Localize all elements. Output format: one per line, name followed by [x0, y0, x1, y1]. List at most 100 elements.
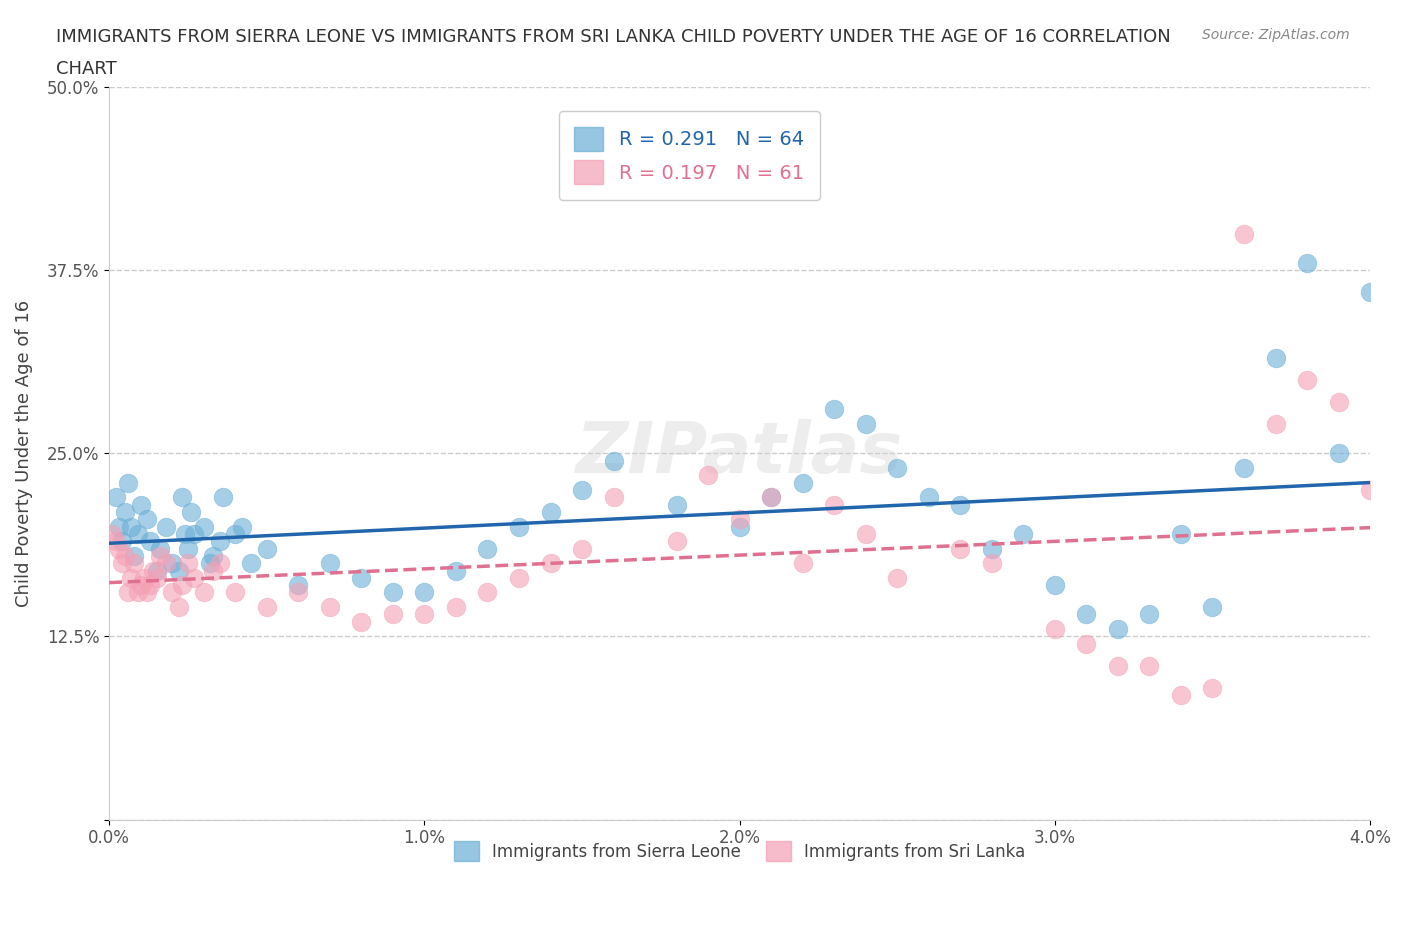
Point: [180, 504, 202, 519]
Point: [1107, 658, 1129, 673]
Point: [240, 556, 263, 571]
Point: [107, 541, 129, 556]
Point: [1107, 621, 1129, 636]
Point: [602, 453, 624, 468]
Point: [114, 504, 136, 519]
Point: [136, 585, 159, 600]
Point: [145, 570, 167, 585]
Point: [132, 570, 155, 585]
Point: [145, 563, 167, 578]
Point: [104, 534, 127, 549]
Point: [117, 475, 139, 490]
Point: [697, 468, 720, 483]
Point: [319, 600, 342, 615]
Point: [1327, 445, 1350, 460]
Point: [162, 585, 184, 600]
Point: [319, 556, 342, 571]
Point: [350, 570, 373, 585]
Point: [167, 600, 190, 615]
Point: [256, 600, 278, 615]
Point: [1043, 578, 1066, 592]
Point: [149, 541, 172, 556]
Point: [1296, 373, 1319, 388]
Point: [508, 570, 530, 585]
Point: [202, 549, 225, 564]
Point: [855, 417, 877, 432]
Point: [177, 556, 200, 571]
Text: ZIPatlas: ZIPatlas: [576, 418, 903, 488]
Point: [127, 585, 149, 600]
Point: [1012, 526, 1035, 541]
Point: [728, 519, 751, 534]
Point: [287, 578, 309, 592]
Point: [381, 607, 404, 622]
Point: [162, 556, 184, 571]
Point: [1233, 226, 1256, 241]
Point: [170, 578, 193, 592]
Point: [1170, 526, 1192, 541]
Point: [949, 498, 972, 512]
Point: [855, 526, 877, 541]
Point: [139, 534, 162, 549]
Point: [142, 563, 165, 578]
Point: [350, 615, 373, 630]
Point: [114, 549, 136, 564]
Point: [202, 563, 225, 578]
Point: [477, 585, 499, 600]
Point: [571, 483, 593, 498]
Point: [1139, 607, 1161, 622]
Point: [183, 526, 205, 541]
Point: [477, 541, 499, 556]
Point: [124, 556, 146, 571]
Point: [980, 541, 1002, 556]
Point: [508, 519, 530, 534]
Point: [224, 526, 246, 541]
Text: Source: ZipAtlas.com: Source: ZipAtlas.com: [1202, 28, 1350, 42]
Point: [540, 556, 562, 571]
Point: [177, 541, 200, 556]
Point: [124, 549, 146, 564]
Point: [155, 519, 177, 534]
Point: [886, 460, 908, 475]
Point: [665, 534, 688, 549]
Point: [256, 541, 278, 556]
Point: [918, 490, 941, 505]
Point: [1201, 600, 1223, 615]
Point: [1233, 460, 1256, 475]
Point: [381, 585, 404, 600]
Point: [1391, 439, 1406, 454]
Point: [949, 541, 972, 556]
Point: [193, 585, 215, 600]
Point: [136, 512, 159, 526]
Point: [149, 549, 172, 564]
Point: [211, 490, 233, 505]
Legend: Immigrants from Sierra Leone, Immigrants from Sri Lanka: Immigrants from Sierra Leone, Immigrants…: [446, 832, 1033, 870]
Point: [792, 556, 814, 571]
Point: [224, 585, 246, 600]
Point: [1139, 658, 1161, 673]
Point: [129, 578, 152, 592]
Point: [231, 519, 253, 534]
Point: [198, 556, 221, 571]
Point: [1201, 680, 1223, 695]
Point: [1264, 351, 1286, 365]
Point: [111, 556, 134, 571]
Point: [183, 570, 205, 585]
Point: [208, 556, 231, 571]
Point: [540, 504, 562, 519]
Point: [444, 600, 467, 615]
Point: [117, 585, 139, 600]
Point: [1358, 285, 1381, 299]
Point: [759, 490, 782, 505]
Point: [1264, 417, 1286, 432]
Point: [1358, 483, 1381, 498]
Point: [571, 541, 593, 556]
Point: [413, 585, 436, 600]
Point: [1391, 600, 1406, 615]
Text: IMMIGRANTS FROM SIERRA LEONE VS IMMIGRANTS FROM SRI LANKA CHILD POVERTY UNDER TH: IMMIGRANTS FROM SIERRA LEONE VS IMMIGRAN…: [56, 28, 1171, 46]
Point: [823, 402, 845, 417]
Point: [111, 534, 134, 549]
Point: [823, 498, 845, 512]
Point: [104, 490, 127, 505]
Point: [287, 585, 309, 600]
